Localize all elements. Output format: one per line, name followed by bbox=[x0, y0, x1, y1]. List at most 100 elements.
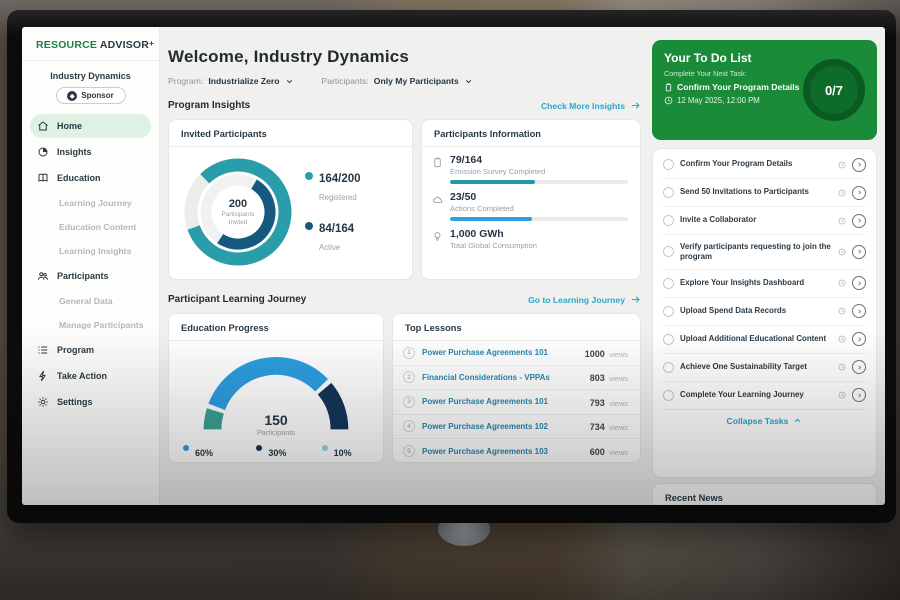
sidebar-item-general-data[interactable]: General Data bbox=[30, 290, 151, 312]
task-checkbox[interactable] bbox=[663, 187, 674, 198]
task-go-button[interactable] bbox=[852, 304, 866, 319]
task-go-button[interactable] bbox=[852, 332, 866, 347]
link-label: Go to Learning Journey bbox=[528, 294, 625, 305]
lesson-link[interactable]: Financial Considerations - VPPAs bbox=[422, 372, 550, 382]
task-checkbox[interactable] bbox=[663, 215, 674, 226]
sidebar-item-education-content[interactable]: Education Content bbox=[30, 216, 151, 238]
task-checkbox[interactable] bbox=[663, 333, 674, 345]
task-label: Send 50 Invitations to Participants bbox=[680, 187, 809, 197]
sidebar-item-label: Education bbox=[57, 173, 101, 183]
task-go-button[interactable] bbox=[852, 276, 866, 291]
todo-title: Your To Do List bbox=[664, 51, 752, 65]
stat-value: 79/164 bbox=[450, 154, 483, 166]
task-row-complete-learning-journey[interactable]: Complete Your Learning Journey bbox=[663, 382, 866, 410]
legend-completed: 60% Completed bbox=[183, 443, 229, 462]
collapse-tasks-link[interactable]: Collapse Tasks bbox=[663, 410, 866, 426]
task-row-verify-participants[interactable]: Verify participants requesting to join t… bbox=[663, 235, 866, 270]
legend-dot bbox=[305, 172, 313, 180]
task-go-button[interactable] bbox=[852, 157, 866, 172]
sidebar-item-take-action[interactable]: Take Action bbox=[30, 364, 151, 388]
progress-track bbox=[450, 217, 628, 221]
chevron-down-icon[interactable] bbox=[464, 77, 473, 86]
clock-icon bbox=[838, 307, 846, 315]
todo-summary-card: Your To Do List Complete Your Next Task:… bbox=[652, 40, 877, 140]
people-icon bbox=[38, 272, 48, 280]
sidebar-item-participants[interactable]: Participants bbox=[30, 264, 151, 288]
legend-dot bbox=[305, 222, 313, 230]
go-to-learning-journey-link[interactable]: Go to Learning Journey bbox=[528, 294, 641, 305]
card-title: Invited Participants bbox=[169, 120, 412, 147]
program-filter[interactable]: Program: Industrialize Zero bbox=[168, 76, 294, 86]
section-title: Participant Learning Journey bbox=[168, 294, 307, 305]
sidebar-item-insights[interactable]: Insights bbox=[30, 140, 151, 164]
education-gauge-chart: 150 Participants bbox=[191, 349, 361, 437]
task-checkbox[interactable] bbox=[663, 389, 674, 401]
task-checkbox[interactable] bbox=[663, 305, 674, 317]
clock-icon bbox=[838, 391, 846, 399]
collapse-label: Collapse Tasks bbox=[726, 415, 789, 426]
task-row-achieve-target[interactable]: Achieve One Sustainability Target bbox=[663, 354, 866, 382]
legend-registered: 164/200 Registered bbox=[305, 169, 361, 205]
clock-icon bbox=[838, 189, 846, 196]
sidebar-item-settings[interactable]: Settings bbox=[30, 390, 151, 414]
lesson-link[interactable]: Power Purchase Agreements 103 bbox=[422, 446, 548, 456]
card-title: Education Progress bbox=[169, 314, 383, 341]
task-go-button[interactable] bbox=[852, 388, 866, 403]
sidebar-item-learning-insights[interactable]: Learning Insights bbox=[30, 240, 151, 262]
recent-news-card: Recent News bbox=[652, 483, 877, 505]
todo-next-task-label: Confirm Your Program Details bbox=[677, 82, 800, 92]
legend-active: 84/164 Active bbox=[305, 219, 361, 255]
task-row-send-invitations[interactable]: Send 50 Invitations to Participants bbox=[663, 179, 866, 207]
participants-count: 150 bbox=[264, 412, 288, 428]
chevron-right-icon bbox=[857, 336, 861, 342]
chevron-right-icon bbox=[857, 190, 861, 195]
task-checkbox[interactable] bbox=[663, 277, 674, 289]
sidebar-item-manage-participants[interactable]: Manage Participants bbox=[30, 314, 151, 336]
chevron-down-icon[interactable] bbox=[285, 77, 294, 86]
invited-participants-card: Invited Participants 200 Participants In… bbox=[168, 119, 413, 280]
registered-label: Registered bbox=[319, 193, 357, 202]
clock-icon bbox=[838, 279, 846, 287]
invited-legend: 164/200 Registered 84/164 Active bbox=[305, 169, 361, 255]
chevron-right-icon bbox=[857, 162, 861, 167]
todo-subtitle: Complete Your Next Task: bbox=[664, 69, 747, 78]
task-row-upload-educational-content[interactable]: Upload Additional Educational Content bbox=[663, 326, 866, 354]
lesson-views: 1000 bbox=[584, 348, 605, 359]
task-go-button[interactable] bbox=[852, 213, 866, 228]
todo-next-task[interactable]: Confirm Your Program Details bbox=[664, 82, 799, 92]
task-checkbox[interactable] bbox=[663, 159, 674, 170]
task-go-button[interactable] bbox=[852, 244, 866, 259]
lesson-row: 1 Power Purchase Agreements 101 1000 vie… bbox=[393, 341, 640, 366]
lesson-link[interactable]: Power Purchase Agreements 101 bbox=[422, 397, 548, 407]
task-label: Upload Additional Educational Content bbox=[680, 333, 827, 343]
task-checkbox[interactable] bbox=[663, 246, 674, 258]
gauge-svg bbox=[203, 357, 349, 430]
participants-information-card: Participants Information 79/164 Emission… bbox=[421, 119, 641, 280]
sidebar-item-program[interactable]: Program bbox=[30, 338, 151, 362]
task-go-button[interactable] bbox=[852, 185, 866, 200]
learning-journey-header: Participant Learning Journey Go to Learn… bbox=[168, 294, 641, 305]
org-name: Industry Dynamics bbox=[50, 71, 131, 81]
invited-count: 200 bbox=[228, 197, 248, 210]
task-row-upload-spend-data[interactable]: Upload Spend Data Records bbox=[663, 298, 866, 326]
lesson-link[interactable]: Power Purchase Agreements 102 bbox=[422, 421, 548, 431]
sidebar-item-home[interactable]: Home bbox=[30, 114, 151, 138]
check-more-insights-link[interactable]: Check More Insights bbox=[541, 100, 641, 111]
participants-filter[interactable]: Participants: Only My Participants bbox=[322, 76, 473, 86]
monitor-bezel: RESOURCE ADVISOR+ Industry Dynamics ◆ Sp… bbox=[7, 10, 896, 523]
registered-value: 164/200 bbox=[319, 173, 361, 185]
active-label: Active bbox=[319, 243, 341, 252]
task-go-button[interactable] bbox=[852, 360, 866, 375]
emission-survey-stat: 79/164 Emission Survey Completed bbox=[432, 154, 628, 184]
task-label: Verify participants requesting to join t… bbox=[680, 241, 831, 261]
task-label: Achieve One Sustainability Target bbox=[680, 361, 808, 371]
learning-cards-row: Education Progress 150 Participants bbox=[168, 313, 641, 463]
task-row-confirm-program[interactable]: Confirm Your Program Details bbox=[663, 151, 866, 179]
participants-filter-value: Only My Participants bbox=[373, 76, 459, 86]
lesson-link[interactable]: Power Purchase Agreements 101 bbox=[422, 348, 548, 358]
task-checkbox[interactable] bbox=[663, 361, 674, 373]
sidebar-item-education[interactable]: Education bbox=[30, 166, 151, 190]
task-row-invite-collaborator[interactable]: Invite a Collaborator bbox=[663, 207, 866, 235]
task-row-explore-insights[interactable]: Explore Your Insights Dashboard bbox=[663, 270, 866, 298]
sidebar-item-learning-journey[interactable]: Learning Journey bbox=[30, 192, 151, 214]
